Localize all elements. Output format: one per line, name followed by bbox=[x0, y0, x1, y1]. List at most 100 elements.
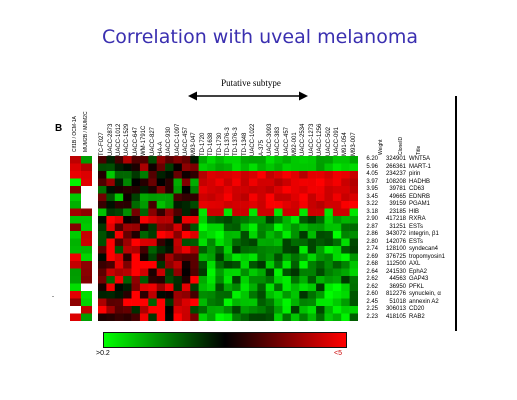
heatmap-cell bbox=[181, 298, 191, 307]
heatmap-cell bbox=[139, 253, 149, 262]
heatmap-cell bbox=[106, 261, 116, 269]
heatmap-cell bbox=[257, 238, 267, 247]
heatmap-cell bbox=[173, 171, 183, 179]
heatmap-cell bbox=[232, 163, 241, 172]
heatmap-cell bbox=[181, 268, 191, 277]
heatmap-cell bbox=[324, 193, 334, 202]
heatmap-cell bbox=[240, 261, 250, 269]
gene-weight: 5.96 bbox=[366, 163, 378, 170]
heatmap-cell bbox=[131, 156, 141, 164]
heatmap-cell bbox=[332, 186, 342, 194]
heatmap-cell bbox=[274, 276, 283, 284]
heatmap-cell bbox=[349, 186, 358, 194]
heatmap-cell bbox=[131, 283, 141, 292]
heatmap-cell bbox=[299, 268, 308, 277]
heatmap-cell bbox=[240, 178, 250, 187]
heatmap-cell bbox=[332, 268, 342, 277]
heatmap-cell bbox=[299, 156, 308, 164]
heatmap-cell bbox=[223, 231, 233, 239]
heatmap-cell bbox=[316, 268, 325, 277]
heatmap-cell bbox=[232, 223, 241, 232]
heatmap-cell bbox=[98, 283, 107, 292]
heatmap-cell bbox=[98, 291, 107, 299]
heatmap-cell bbox=[316, 178, 325, 187]
gene-row: 2.80 142076 ESTs bbox=[358, 239, 423, 247]
heatmap-cell bbox=[349, 223, 358, 232]
heatmap-cell bbox=[274, 193, 283, 202]
heatmap-cell bbox=[332, 208, 342, 217]
heatmap-cell bbox=[207, 291, 216, 299]
column-label: UACC-827 bbox=[149, 126, 156, 156]
heatmap-cell bbox=[173, 201, 183, 209]
heatmap-cell bbox=[316, 216, 325, 224]
heatmap-cell bbox=[332, 246, 342, 254]
heatmap-cell bbox=[316, 298, 325, 307]
heatmap-cell bbox=[232, 268, 241, 277]
heatmap-cell bbox=[98, 261, 107, 269]
gene-clone-id: 417218 bbox=[385, 216, 406, 222]
heatmap-cell bbox=[316, 171, 325, 179]
heatmap-cell bbox=[165, 261, 174, 269]
heatmap-cell bbox=[257, 298, 267, 307]
side-column-label: Clf1B / OCM-1A bbox=[72, 116, 78, 152]
heatmap-cell bbox=[349, 163, 358, 172]
heatmap-cell bbox=[123, 208, 132, 217]
heatmap-cell bbox=[265, 216, 275, 224]
heatmap-cell bbox=[324, 283, 334, 292]
heatmap-cell bbox=[282, 193, 292, 202]
heatmap-cell bbox=[123, 291, 132, 299]
heatmap-cell bbox=[248, 313, 258, 321]
heatmap-cell bbox=[156, 216, 166, 224]
gene-clone-id: 36950 bbox=[389, 283, 406, 290]
heatmap-cell bbox=[156, 298, 166, 307]
heatmap-cell bbox=[173, 208, 183, 217]
heatmap-cell bbox=[123, 223, 132, 232]
heatmap-cell bbox=[114, 186, 124, 194]
heatmap-cell bbox=[265, 313, 275, 321]
column-label: UACC-1273 bbox=[308, 123, 315, 156]
heatmap-cell bbox=[106, 313, 116, 321]
heatmap-cell bbox=[240, 268, 250, 277]
heatmap-cell bbox=[282, 178, 292, 187]
heatmap-cell bbox=[332, 306, 342, 314]
heatmap-cell bbox=[131, 261, 141, 269]
side-heatmap-cell bbox=[70, 201, 81, 209]
heatmap-cell bbox=[114, 208, 124, 217]
heatmap-cell bbox=[190, 193, 199, 202]
heatmap-cell bbox=[248, 171, 258, 179]
heatmap-cell bbox=[207, 163, 216, 172]
heatmap-cell bbox=[173, 313, 183, 321]
heatmap-cell bbox=[190, 216, 199, 224]
heatmap-cell bbox=[98, 246, 107, 254]
heatmap-cell bbox=[324, 171, 334, 179]
heatmap-cell bbox=[265, 238, 275, 247]
heatmap-cell bbox=[165, 208, 174, 217]
heatmap-cell bbox=[190, 201, 199, 209]
heatmap-cell bbox=[341, 156, 350, 164]
gene-row: 2.69 376725 tropomyosin1 bbox=[358, 254, 445, 262]
heatmap-cell bbox=[316, 276, 325, 284]
heatmap-cell bbox=[274, 253, 283, 262]
heatmap-cell bbox=[181, 193, 191, 202]
scale-low-label: >0.2 bbox=[96, 350, 110, 357]
column-label: M92-001 bbox=[292, 132, 299, 156]
heatmap-cell bbox=[324, 186, 334, 194]
heatmap-cell bbox=[114, 231, 124, 239]
heatmap-cell bbox=[257, 268, 267, 277]
heatmap-cell bbox=[190, 313, 199, 321]
heatmap-cell bbox=[257, 306, 267, 314]
heatmap-cell bbox=[123, 171, 132, 179]
heatmap-cell bbox=[181, 313, 191, 321]
heatmap-cell bbox=[148, 156, 158, 164]
heatmap-cell bbox=[274, 216, 283, 224]
side-heatmap-cell bbox=[81, 208, 92, 217]
column-label: UACC-383 bbox=[275, 126, 282, 156]
heatmap-cell bbox=[265, 253, 275, 262]
heatmap-cell bbox=[265, 208, 275, 217]
heatmap-cell bbox=[274, 268, 283, 277]
column-label: UACC-2873 bbox=[107, 123, 114, 156]
heatmap-cell bbox=[240, 223, 250, 232]
heatmap-cell bbox=[114, 298, 124, 307]
heatmap-cell bbox=[198, 298, 208, 307]
heatmap-cell bbox=[98, 298, 107, 307]
